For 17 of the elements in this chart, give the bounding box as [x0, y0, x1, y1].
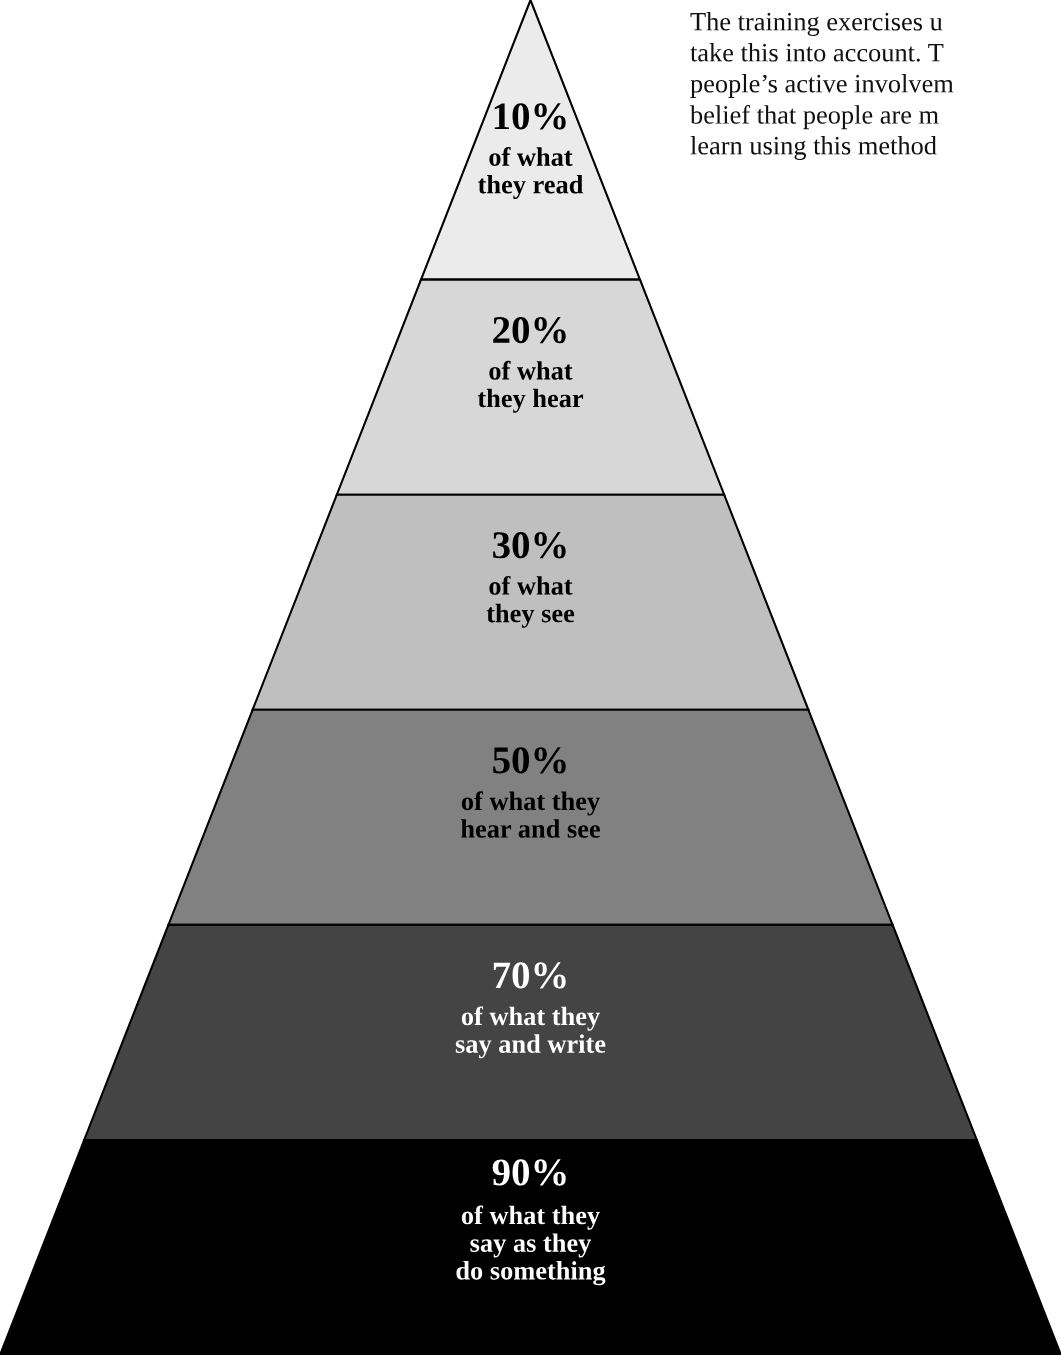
category-label: of what they see [486, 575, 575, 628]
category-label: of what they hear [477, 360, 584, 413]
data-label: 90% [492, 1159, 566, 1186]
category-label: of what they say as they do something [456, 1205, 606, 1286]
data-label: 20% [493, 317, 566, 344]
text: people’s active involvem [690, 74, 954, 98]
data-label: 70% [493, 962, 566, 989]
data-label: 50% [493, 747, 566, 774]
category-label: of what they say and write [455, 1006, 606, 1059]
category-label: of what they read [478, 147, 584, 199]
text: learn using this method [690, 136, 937, 161]
text: belief that people are m [690, 105, 939, 130]
text: take this into account. T [690, 43, 944, 62]
text: The training exercises u [690, 12, 943, 37]
data-label: 30% [493, 532, 566, 559]
data-label: 10% [494, 103, 566, 130]
category-label: of what they hear and see [461, 791, 600, 838]
